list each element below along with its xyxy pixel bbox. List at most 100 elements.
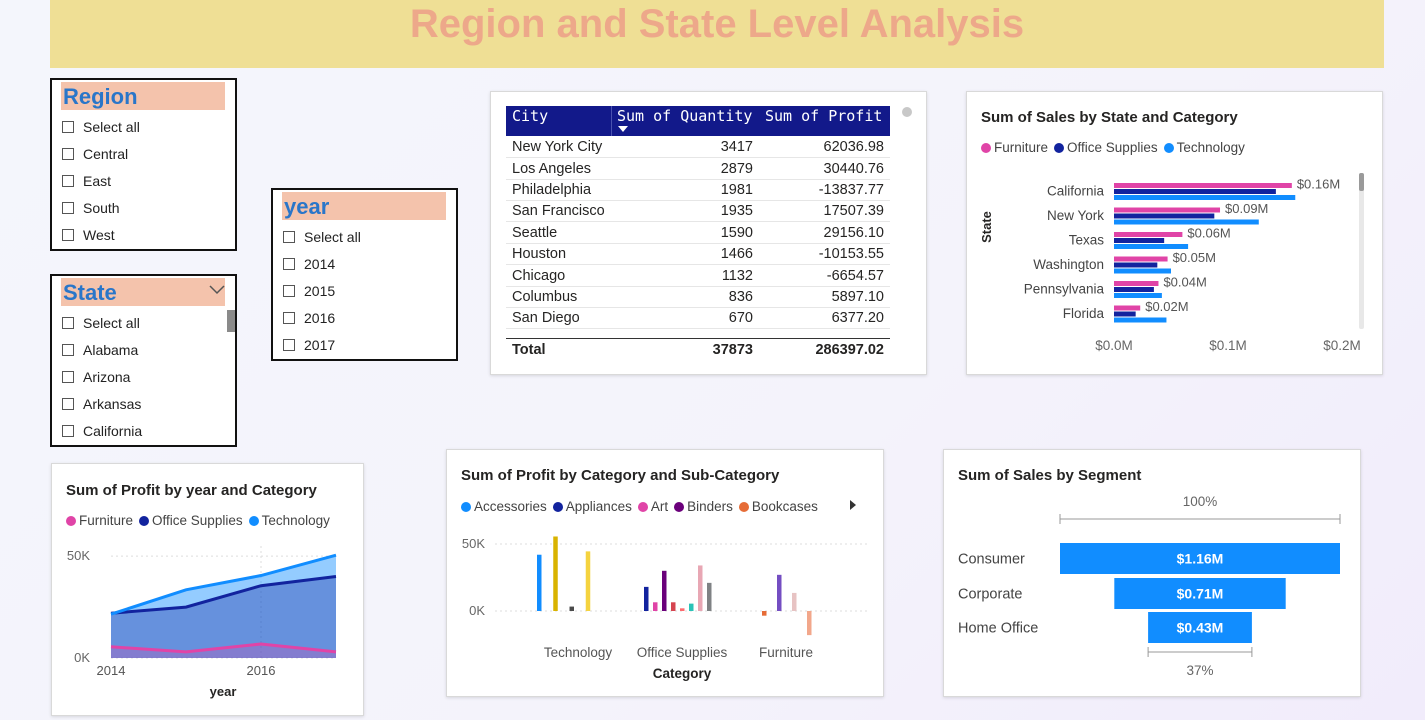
cell-city: Philadelphia [512, 182, 592, 198]
chevron-down-icon[interactable] [209, 284, 225, 296]
year-option-2015[interactable]: 2015 [283, 282, 335, 300]
x-tick-label: Office Supplies [637, 645, 728, 660]
state-option-alabama[interactable]: Alabama [62, 341, 138, 359]
x-tick-label: 2016 [247, 663, 276, 678]
total-quantity: 37873 [712, 342, 753, 358]
bar-furniture [1114, 232, 1183, 237]
region-option-west[interactable]: West [62, 226, 115, 244]
year-option-select-all[interactable]: Select all [283, 228, 361, 246]
state-option-california[interactable]: California [62, 422, 142, 440]
bar-technology [1114, 219, 1259, 225]
checkbox[interactable] [62, 229, 74, 241]
year-option-2014[interactable]: 2014 [283, 255, 335, 273]
x-tick-label: $0.0M [1095, 338, 1133, 353]
x-tick-label: 2014 [97, 663, 126, 678]
year-option-2017[interactable]: 2017 [283, 336, 335, 354]
data-label: $0.04M [1163, 274, 1206, 289]
column-header-city[interactable]: City [512, 107, 549, 125]
checkbox[interactable] [283, 339, 295, 351]
area-technology [111, 555, 336, 658]
table-row[interactable]: San Francisco 1935 17507.39 [506, 201, 890, 222]
state-slicer-title: State [61, 278, 225, 306]
table-row[interactable]: Columbus 836 5897.10 [506, 287, 890, 308]
cell-profit: 30440.76 [823, 161, 884, 177]
cell-city: Houston [512, 246, 567, 262]
bar-furniture [1114, 281, 1159, 286]
checkbox[interactable] [62, 344, 74, 356]
legend-next-arrow-icon[interactable] [849, 499, 857, 511]
profit-by-year-card: Sum of Profit by year and Category Furni… [51, 463, 364, 716]
year-option-2016[interactable]: 2016 [283, 309, 335, 327]
state-option-select-all[interactable]: Select all [62, 314, 140, 332]
checkbox[interactable] [62, 425, 74, 437]
checkbox[interactable] [62, 148, 74, 160]
checkbox[interactable] [283, 231, 295, 243]
checkbox[interactable] [62, 371, 74, 383]
checkbox[interactable] [62, 121, 74, 133]
profit-by-year-legend: Furniture Office Supplies Technology [66, 513, 336, 528]
bar-technology [537, 554, 542, 611]
y-tick-label: 50K [462, 536, 485, 551]
region-option-central[interactable]: Central [62, 145, 128, 163]
checkbox[interactable] [62, 398, 74, 410]
legend-item-art[interactable]: Art [637, 499, 668, 514]
state-tick-label: Florida [1063, 306, 1105, 321]
table-row[interactable]: Philadelphia 1981 -13837.77 [506, 180, 890, 201]
year-slicer: year Select all 2014 2015 2016 2017 [271, 188, 458, 361]
chart-scrollbar-thumb [1359, 173, 1364, 191]
legend-item-technology[interactable]: Technology [248, 513, 330, 528]
legend-item-furniture[interactable]: Furniture [66, 513, 133, 528]
column-header-quantity[interactable]: Sum of Quantity [617, 107, 753, 125]
legend-item-technology[interactable]: Technology [1163, 140, 1245, 155]
cell-city: Seattle [512, 225, 558, 241]
y-axis-title: State [979, 211, 994, 243]
legend-item-office-supplies[interactable]: Office Supplies [1054, 140, 1158, 155]
checkbox[interactable] [62, 317, 74, 329]
checkbox[interactable] [62, 202, 74, 214]
checkbox[interactable] [62, 175, 74, 187]
table-row[interactable]: Chicago 1132 -6654.57 [506, 266, 890, 287]
region-option-south[interactable]: South [62, 199, 120, 217]
legend-item-bookcases[interactable]: Bookcases [738, 499, 818, 514]
table-scroll-indicator[interactable] [902, 107, 912, 117]
legend-item-furniture[interactable]: Furniture [981, 140, 1048, 155]
legend-dot-icon [1054, 142, 1065, 153]
table-row[interactable]: Los Angeles 2879 30440.76 [506, 159, 890, 180]
legend-dot-icon [1163, 142, 1174, 153]
legend-item-binders[interactable]: Binders [674, 499, 733, 514]
column-header-profit[interactable]: Sum of Profit [765, 107, 883, 125]
legend-dot-icon [461, 501, 471, 512]
funnel-data-label: $0.71M [1177, 586, 1224, 602]
checkbox[interactable] [283, 258, 295, 270]
x-tick-label: Furniture [759, 645, 813, 660]
funnel-category-label: Home Office [958, 621, 1038, 637]
state-option-arizona[interactable]: Arizona [62, 368, 130, 386]
sort-descending-icon[interactable] [618, 126, 628, 132]
total-label: Total [512, 342, 546, 358]
table-row[interactable]: Seattle 1590 29156.10 [506, 223, 890, 244]
total-profit: 286397.02 [815, 342, 884, 358]
profit-by-subcategory-card: Sum of Profit by Category and Sub-Catego… [446, 449, 884, 697]
sales-by-segment-title: Sum of Sales by Segment [958, 467, 1142, 484]
state-option-arkansas[interactable]: Arkansas [62, 395, 141, 413]
checkbox[interactable] [283, 285, 295, 297]
cell-quantity: 1981 [720, 182, 753, 198]
region-option-select-all[interactable]: Select all [62, 118, 140, 136]
line-furniture [110, 642, 337, 654]
state-tick-label: New York [1047, 208, 1104, 223]
y-tick-label: 0K [469, 603, 485, 618]
table-row[interactable]: San Diego 670 6377.20 [506, 308, 890, 329]
legend-item-office-supplies[interactable]: Office Supplies [139, 513, 243, 528]
x-axis-title: year [210, 684, 237, 699]
cell-city: San Francisco [512, 203, 605, 219]
table-row[interactable]: New York City 3417 62036.98 [506, 137, 890, 158]
legend-item-accessories[interactable]: Accessories [461, 499, 547, 514]
table-row[interactable]: Houston 1466 -10153.55 [506, 244, 890, 265]
bar-office-supplies [653, 602, 658, 611]
region-option-east[interactable]: East [62, 172, 111, 190]
checkbox[interactable] [283, 312, 295, 324]
funnel-bottom-percent: 37% [1186, 663, 1213, 678]
legend-item-appliances[interactable]: Appliances [552, 499, 632, 514]
cell-quantity: 3417 [720, 139, 753, 155]
state-slicer-scrollbar[interactable] [227, 310, 235, 332]
